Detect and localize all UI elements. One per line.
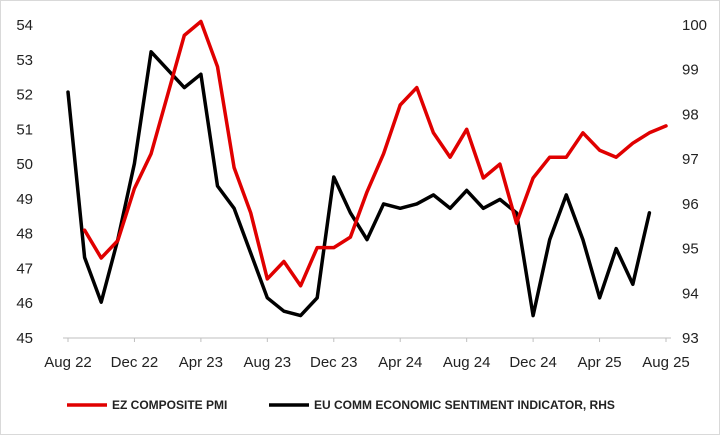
series-lines bbox=[66, 19, 668, 318]
left-y-tick-label: 51 bbox=[16, 121, 33, 138]
axes-group: 45 46 47 48 49 50 51 52 53 54 93 94 95 96 97 98 99 100 Aug… bbox=[16, 17, 707, 371]
x-tick-label: Apr 23 bbox=[179, 354, 223, 371]
left-y-tick-label: 54 bbox=[16, 17, 33, 34]
left-y-tick-label: 47 bbox=[16, 260, 33, 277]
x-tick-label: Dec 23 bbox=[310, 354, 358, 371]
x-tick-label: Dec 24 bbox=[509, 354, 557, 371]
x-tick-label: Aug 24 bbox=[443, 354, 491, 371]
series-line-ez-composite-pmi bbox=[82, 19, 668, 288]
legend-label-esi: EU COMM ECONOMIC SENTIMENT INDICATOR, RH… bbox=[314, 398, 615, 412]
left-y-tick-label: 45 bbox=[16, 330, 33, 347]
right-y-tick-label: 96 bbox=[682, 196, 699, 213]
x-tick-label: Apr 25 bbox=[577, 354, 621, 371]
right-y-tick-label: 98 bbox=[682, 106, 699, 123]
left-y-tick-label: 48 bbox=[16, 226, 33, 243]
left-y-tick-label: 50 bbox=[16, 156, 33, 173]
legend-label-pmi: EZ COMPOSITE PMI bbox=[112, 398, 227, 412]
right-y-tick-label: 100 bbox=[682, 17, 707, 34]
right-y-tick-label: 99 bbox=[682, 62, 699, 79]
left-y-tick-label: 52 bbox=[16, 87, 33, 104]
right-y-tick-label: 93 bbox=[682, 330, 699, 347]
left-y-tick-label: 46 bbox=[16, 295, 33, 312]
left-y-tick-label: 53 bbox=[16, 52, 33, 69]
right-y-tick-label: 95 bbox=[682, 241, 699, 258]
x-tick-label: Aug 22 bbox=[44, 354, 92, 371]
x-tick-label: Apr 24 bbox=[378, 354, 422, 371]
series-line-eu-esi bbox=[66, 50, 652, 318]
legend: EZ COMPOSITE PMI EU COMM ECONOMIC SENTIM… bbox=[67, 398, 615, 412]
x-tick-label: Dec 22 bbox=[111, 354, 159, 371]
left-y-tick-label: 49 bbox=[16, 191, 33, 208]
right-y-tick-label: 94 bbox=[682, 285, 699, 302]
x-tick-label: Aug 25 bbox=[642, 354, 690, 371]
x-tick-label: Aug 23 bbox=[244, 354, 292, 371]
right-y-tick-label: 97 bbox=[682, 151, 699, 168]
